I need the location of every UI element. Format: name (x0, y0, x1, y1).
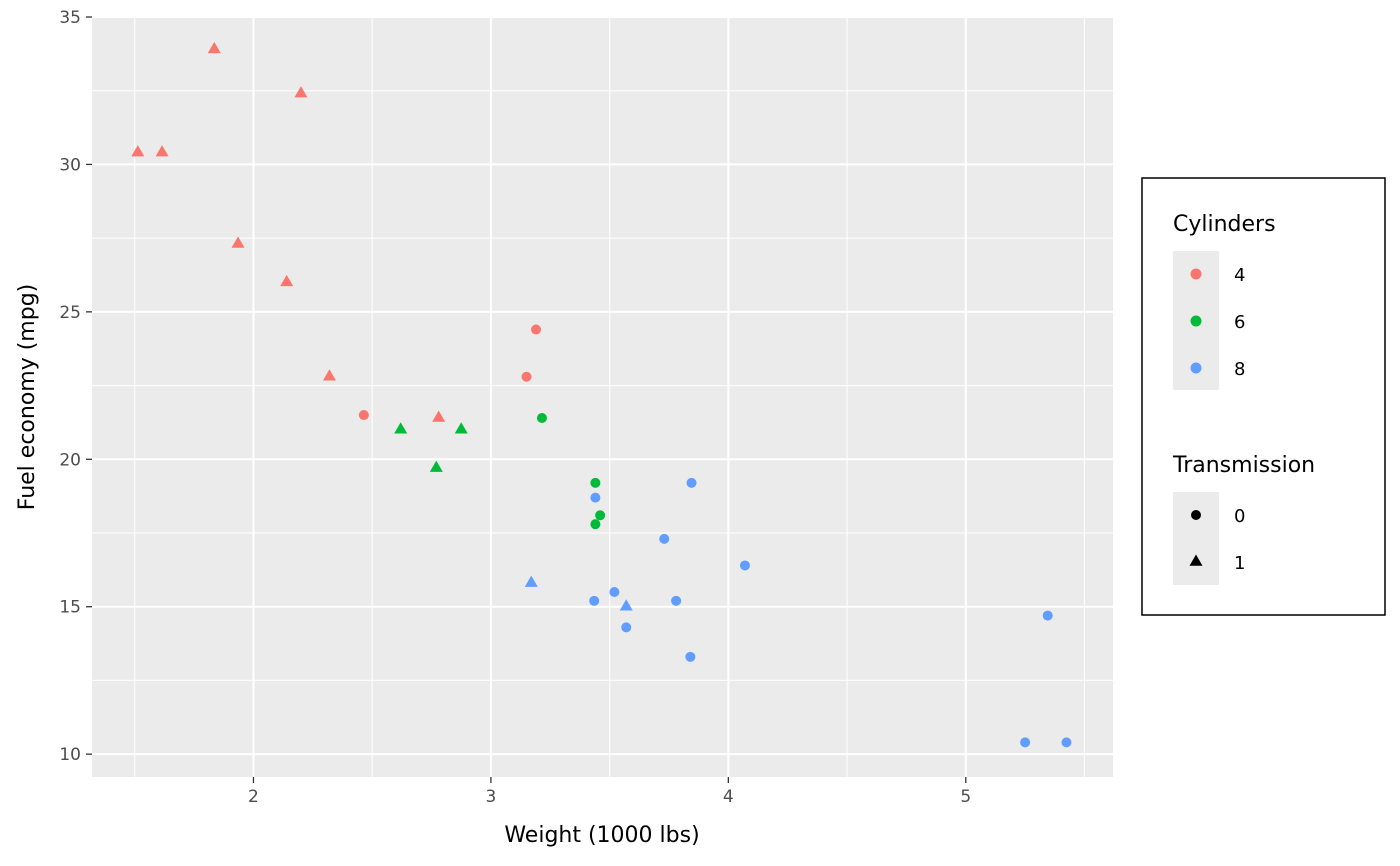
legend-label-color: 8 (1234, 359, 1245, 380)
y-tick-label: 35 (59, 8, 81, 28)
data-point-triangle (131, 145, 145, 157)
legend-shape-keys: 01 (1189, 506, 1245, 574)
data-point-circle (521, 371, 532, 382)
data-point-circle (589, 595, 600, 606)
data-point-circle (685, 651, 696, 662)
legend: Cylinders 468 Transmission 01 (1141, 177, 1386, 616)
legend-key-color (1190, 362, 1202, 374)
legend-label-shape: 0 (1234, 506, 1245, 527)
data-point-circle (590, 477, 601, 488)
data-point-triangle (322, 369, 336, 381)
data-point-circle (621, 622, 632, 633)
data-point-circle (671, 595, 682, 606)
data-point-circle (1042, 610, 1053, 621)
y-tick-label: 10 (59, 745, 81, 765)
data-point-circle (536, 413, 547, 424)
y-axis: 10 15 20 25 30 35 (59, 8, 92, 765)
data-point-triangle (394, 422, 408, 434)
y-tick-label: 20 (59, 450, 81, 470)
major-gridlines (92, 16, 1113, 777)
panel-background (92, 17, 1113, 777)
data-point-triangle (231, 236, 245, 248)
data-point-triangle (155, 145, 169, 157)
data-point-triangle (432, 410, 446, 422)
legend-title-color: Cylinders (1173, 212, 1276, 237)
data-point-triangle (207, 41, 221, 54)
data-point-circle (659, 533, 670, 544)
data-point-triangle (524, 575, 538, 587)
y-tick-label: 15 (59, 598, 81, 618)
legend-key-color (1190, 268, 1202, 280)
data-point-circle (595, 510, 606, 521)
data-point-circle (686, 477, 697, 488)
data-point-triangle (619, 599, 633, 611)
legend-key-background-shape (1173, 492, 1219, 585)
data-point-circle (590, 492, 601, 503)
data-point-circle (739, 560, 750, 571)
x-axis-title: Weight (1000 lbs) (504, 823, 699, 848)
legend-label-color: 6 (1234, 312, 1245, 333)
legend-label-shape: 1 (1234, 553, 1245, 574)
minor-gridlines (92, 17, 1113, 777)
data-point-circle (609, 586, 620, 597)
y-axis-title: Fuel economy (mpg) (15, 284, 40, 511)
x-tick-label: 4 (723, 787, 734, 807)
data-point-circle (358, 410, 369, 421)
data-point-circle (1020, 737, 1031, 748)
data-point-triangle (280, 274, 294, 287)
x-tick-label: 5 (960, 787, 971, 807)
legend-title-shape: Transmission (1172, 453, 1315, 478)
data-points (131, 41, 1072, 748)
legend-color-keys: 4 6 8 (1190, 265, 1245, 380)
data-point-triangle (454, 422, 468, 434)
legend-key-triangle (1189, 554, 1203, 566)
y-tick-label: 25 (59, 303, 81, 323)
data-point-circle (590, 519, 601, 530)
data-point-circle (531, 324, 542, 335)
data-point-triangle (294, 86, 308, 98)
legend-key-circle (1191, 510, 1201, 520)
x-tick-label: 3 (485, 787, 496, 807)
legend-label-color: 4 (1234, 265, 1245, 286)
x-tick-label: 2 (248, 787, 259, 807)
data-point-triangle (429, 460, 443, 472)
x-axis: 2 3 4 5 (248, 777, 971, 807)
y-tick-label: 30 (59, 155, 81, 175)
data-point-circle (1061, 737, 1072, 748)
legend-key-color (1190, 315, 1202, 327)
